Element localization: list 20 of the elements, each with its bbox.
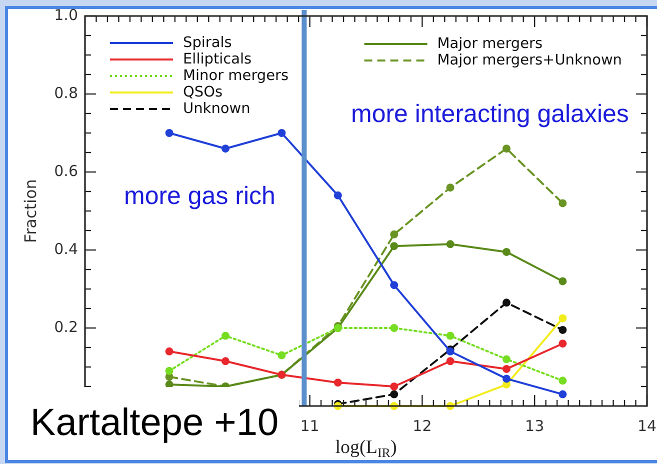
x-tick-label: 13 <box>525 416 544 435</box>
legend-label: Major mergers <box>437 36 543 52</box>
x-tick-label: 14 <box>637 416 657 435</box>
annotation: more gas rich <box>124 181 276 211</box>
annotation: more interacting galaxies <box>351 99 629 129</box>
y-tick-label: 0.4 <box>54 240 78 258</box>
legend-label: Ellipticals <box>183 51 252 68</box>
annotation: Kartaltepe +10 <box>30 402 279 444</box>
x-tick-label: 12 <box>412 416 432 435</box>
legend-label: Minor mergers <box>183 68 289 84</box>
y-tick-label: 1.0 <box>54 6 78 24</box>
legend-label: Unknown <box>183 100 250 117</box>
legend-label: Major mergers+Unknown <box>437 52 622 68</box>
y-tick-label: 0.2 <box>54 318 78 336</box>
y-tick-label: 0.6 <box>54 162 78 180</box>
y-axis-title: Fraction <box>20 179 40 243</box>
x-tick-label: 11 <box>300 416 320 435</box>
legend-label: QSOs <box>183 84 223 100</box>
legend-label: Spirals <box>183 34 232 51</box>
y-tick-label: 0.8 <box>54 84 78 102</box>
